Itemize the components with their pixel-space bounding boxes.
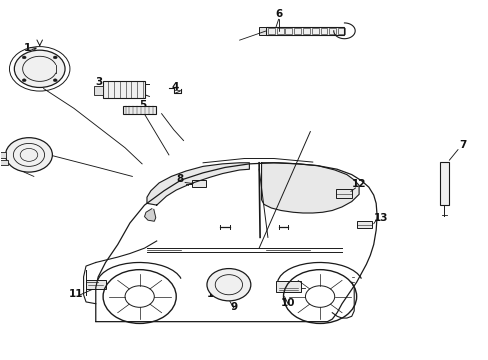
Bar [276, 281, 300, 292]
Text: 6: 6 [274, 9, 282, 19]
Text: 13: 13 [373, 213, 387, 223]
Text: 4: 4 [171, 82, 179, 93]
Bar [335, 189, 351, 198]
Circle shape [53, 79, 57, 82]
Bar [439, 162, 448, 205]
Bar [191, 180, 206, 187]
Circle shape [14, 50, 65, 87]
Text: 8: 8 [176, 174, 183, 184]
Text: 12: 12 [351, 179, 366, 189]
Polygon shape [261, 163, 358, 213]
Circle shape [22, 79, 26, 82]
Text: 11: 11 [69, 289, 83, 298]
Text: 3: 3 [96, 77, 103, 87]
Bar [294, 28, 301, 34]
Text: 1: 1 [24, 43, 31, 53]
Bar [285, 28, 292, 34]
Bar [259, 27, 266, 35]
Bar [276, 28, 283, 34]
Bar [0, 160, 7, 165]
Bar [0, 152, 5, 158]
Bar [303, 28, 309, 34]
Bar [86, 280, 105, 289]
Circle shape [206, 269, 250, 301]
Text: 9: 9 [230, 302, 237, 312]
Bar [356, 221, 371, 228]
Text: 5: 5 [140, 100, 146, 110]
Bar [103, 81, 144, 98]
Bar [320, 28, 327, 34]
Bar [329, 28, 335, 34]
Circle shape [22, 56, 26, 59]
Text: 10: 10 [281, 298, 295, 308]
Text: 14: 14 [206, 289, 221, 298]
Bar [94, 86, 103, 95]
Polygon shape [144, 209, 156, 221]
Circle shape [5, 138, 52, 172]
Bar [337, 28, 344, 34]
Polygon shape [147, 163, 249, 205]
Circle shape [53, 56, 57, 59]
Text: 7: 7 [458, 140, 466, 150]
Bar [266, 27, 344, 35]
Bar [122, 106, 156, 114]
Text: 2: 2 [14, 156, 21, 166]
Bar [311, 28, 318, 34]
Bar [267, 28, 274, 34]
